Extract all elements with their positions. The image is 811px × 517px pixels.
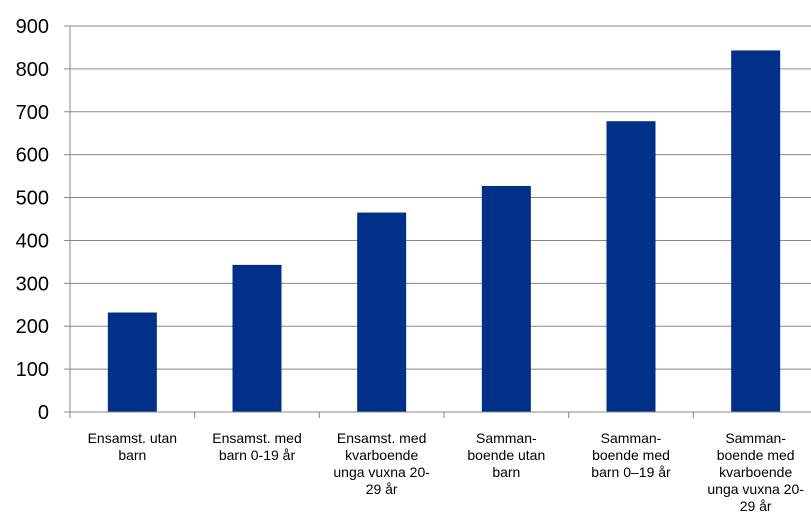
y-tick-label: 100 [16,359,49,381]
x-category-label-line: Ensamst. med [336,430,427,446]
x-category-label-line: barn 0–19 år [591,464,671,480]
x-category-label: Ensamst. med kvarboende unga vuxna 20- 29 å… [326,430,438,498]
y-tick-label: 500 [16,188,49,210]
x-category-label: Ensamst. med barn 0-19 år [201,430,313,464]
bar-5 [606,121,656,413]
bar-6 [731,50,781,413]
x-category-label-line: Samman- [725,430,786,446]
x-category-label-line: kvarboende [345,447,419,463]
x-category-label-line: barn [118,447,147,463]
x-category-label-line: kvarboende [719,464,793,480]
x-category-label-line: 29 år [739,498,772,514]
x-category-label-line: Samman- [600,430,662,446]
x-category-label-line: barn 0-19 år [218,447,296,463]
x-category-label: Samman-boende med barn 0–19 år [575,430,687,481]
x-category-label-line: boende med [592,447,670,463]
x-category-label: Samman-boende utan barn [450,430,562,481]
x-category-label-line: boende med [716,447,795,463]
y-tick-label: 900 [16,16,49,38]
bar-1 [107,312,157,412]
x-category-label-line: Ensamst. med [212,430,302,446]
y-tick-label: 0 [38,402,49,424]
y-tick-label: 700 [16,102,49,124]
bar-2 [232,264,282,412]
bar-4 [481,185,531,412]
y-tick-label: 200 [16,316,49,338]
x-category-label-line: unga vuxna 20- [707,481,804,497]
x-category-label: Samman-boende med kvarboende unga vuxna 20… [700,430,811,515]
x-category-label-line: barn [492,464,521,480]
x-category-label-line: unga vuxna 20- [333,464,430,480]
y-tick-label: 600 [16,145,49,167]
x-category-label-line: Samman- [475,430,537,446]
y-tick-label: 300 [16,273,49,295]
x-category-label-line: Ensamst. utan [87,430,178,446]
y-tick-label: 800 [16,59,49,81]
x-category-label-line: 29 år [365,481,398,497]
x-category-label-line: boende utan [467,447,546,463]
bar-3 [357,212,407,412]
x-category-label: Ensamst. utan barn [76,430,188,464]
y-tick-label: 400 [16,230,49,252]
